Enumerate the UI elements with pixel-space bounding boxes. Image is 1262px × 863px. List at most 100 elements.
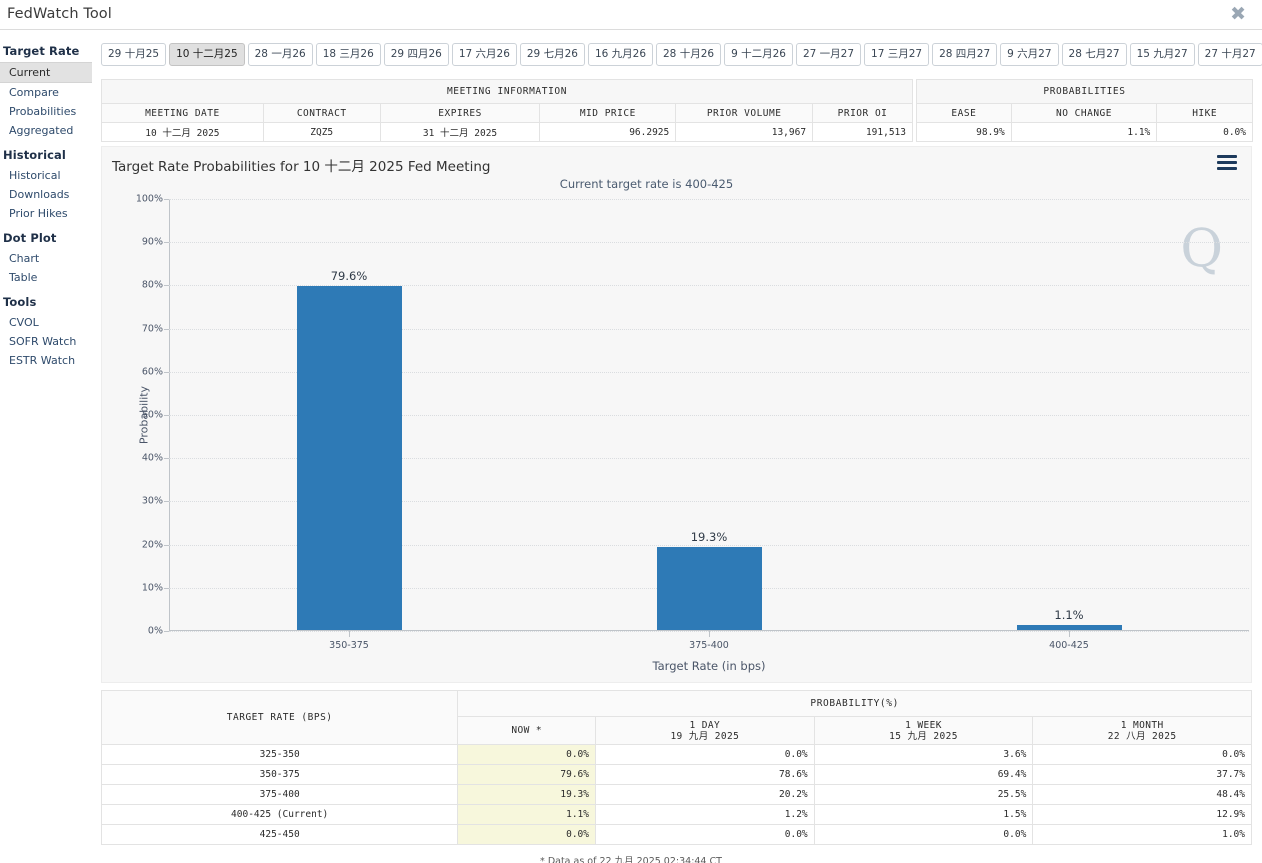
chart-subtitle: Current target rate is 400-425 — [559, 177, 734, 191]
sidebar-item-aggregated[interactable]: Aggregated — [9, 124, 74, 137]
y-tick-label: 0% — [147, 625, 163, 637]
footnote: * Data as of 22 九月 2025 02:34:44 CT — [540, 856, 722, 863]
sidebar-item-historical[interactable]: Historical — [9, 169, 61, 182]
sidebar-heading: Historical — [3, 148, 66, 162]
cell-day: 20.2% — [595, 784, 815, 805]
bar-value-label: 1.1% — [1054, 608, 1084, 623]
tab-meeting-8[interactable]: 28 十月26 — [656, 43, 722, 66]
gridline — [169, 501, 1249, 503]
cell-month: 0.0% — [1032, 744, 1252, 765]
chart-plot-area: Probability Target Rate (in bps) 0% 10% 20… — [136, 194, 1249, 673]
tab-meeting-15[interactable]: 15 九月27 — [1129, 43, 1195, 66]
sidebar-item-chart[interactable]: Chart — [9, 252, 40, 265]
y-tick-mark — [164, 501, 169, 503]
tab-meeting-11[interactable]: 17 三月27 — [864, 43, 930, 66]
bar-value-label: 79.6% — [330, 269, 368, 284]
gridline — [169, 544, 1249, 546]
chart-title: Target Rate Probabilities for 10 十二月 202… — [112, 159, 491, 175]
sidebar-heading: Dot Plot — [3, 231, 57, 245]
x-tick-label: 400-425 — [1049, 640, 1089, 651]
table-row: 425-450 0.0% 0.0% 0.0% 1.0% — [100, 824, 1252, 845]
sidebar-item-prior-hikes[interactable]: Prior Hikes — [9, 207, 68, 220]
y-tick-mark — [164, 458, 169, 460]
y-tick-label: 60% — [141, 366, 163, 378]
tab-meeting-0[interactable]: 29 十月25 — [101, 43, 167, 66]
y-tick-mark — [164, 285, 169, 287]
x-tick-mark — [709, 631, 710, 637]
column-subtitle: 19 九月 2025 — [670, 730, 740, 742]
column-prior-volume: PRIOR VOLUME — [675, 103, 814, 123]
tab-meeting-2[interactable]: 28 一月26 — [247, 43, 313, 66]
tab-meeting-9[interactable]: 9 十二月26 — [724, 43, 793, 66]
sidebar-item-sofr-watch[interactable]: SOFR Watch — [9, 335, 77, 348]
cell-week: 25.5% — [813, 784, 1034, 805]
column-title: 1 MONTH — [1120, 719, 1164, 731]
sidebar-item-probabilities[interactable]: Probabilities — [9, 105, 77, 118]
cell-now: 0.0% — [457, 744, 596, 765]
hamburger-menu-icon[interactable] — [1217, 155, 1237, 170]
cell-target-rate: 375-400 — [100, 784, 459, 805]
gridline — [169, 242, 1249, 244]
column-title: 1 DAY — [689, 719, 721, 731]
sidebar-item-estr-watch[interactable]: ESTR Watch — [9, 354, 76, 367]
column-title: 1 WEEK — [905, 719, 942, 731]
probability-table: TARGET RATE (BPS) PROBABILITY(%) NOW * 1 … — [100, 690, 1252, 845]
sidebar-item-current[interactable]: Current — [0, 62, 92, 83]
chart-bar[interactable]: 19.3% — [656, 530, 762, 630]
tab-meeting-14[interactable]: 28 七月27 — [1061, 43, 1127, 66]
tab-meeting-5[interactable]: 17 六月26 — [451, 43, 517, 66]
sidebar-item-cvol[interactable]: CVOL — [9, 316, 39, 329]
cell-day: 0.0% — [595, 824, 815, 845]
x-tick-mark — [1069, 631, 1070, 637]
sidebar-item-compare[interactable]: Compare — [9, 86, 59, 99]
y-tick-label: 10% — [141, 582, 163, 594]
gridline — [169, 328, 1249, 330]
gridline — [169, 415, 1249, 416]
column-1-month: 1 MONTH 22 八月 2025 — [1032, 716, 1252, 745]
cell-month: 37.7% — [1032, 764, 1252, 785]
column-target-rate-bps: TARGET RATE (BPS) — [100, 690, 459, 745]
tab-meeting-3[interactable]: 18 三月26 — [315, 43, 381, 66]
y-tick-label: 70% — [141, 323, 163, 335]
y-tick-mark — [164, 544, 169, 546]
x-tick-label: 350-375 — [329, 640, 369, 651]
cell-week: 69.4% — [813, 764, 1034, 785]
y-tick-label: 40% — [141, 452, 163, 464]
chart-bar[interactable]: 1.1% — [1016, 608, 1122, 630]
chart-panel: Target Rate Probabilities for 10 十二月 202… — [101, 146, 1252, 683]
column-subtitle: 22 八月 2025 — [1107, 730, 1177, 742]
tab-meeting-6[interactable]: 29 七月26 — [519, 43, 585, 66]
cell-week: 1.5% — [813, 804, 1034, 825]
column-1-day: 1 DAY 19 九月 2025 — [595, 716, 815, 745]
y-tick-mark — [164, 328, 169, 330]
tab-meeting-4[interactable]: 29 四月26 — [383, 43, 449, 66]
tab-meeting-12[interactable]: 28 四月27 — [932, 43, 998, 66]
tab-meeting-10[interactable]: 27 一月27 — [795, 43, 862, 66]
cell-meeting-date: 10 十二月 2025 — [101, 122, 264, 142]
tab-meeting-16[interactable]: 27 十月27 — [1197, 43, 1262, 66]
close-x-icon[interactable]: ✖ — [1230, 3, 1246, 25]
probability-group-header: PROBABILITY(%) — [457, 690, 1252, 717]
chart-bar[interactable]: 79.6% — [296, 269, 402, 630]
y-tick-label: 80% — [141, 279, 163, 291]
tab-meeting-13[interactable]: 9 六月27 — [1000, 43, 1059, 66]
column-1-week: 1 WEEK 15 九月 2025 — [813, 716, 1034, 745]
column-now: NOW * — [457, 716, 596, 745]
cell-now: 19.3% — [457, 784, 596, 805]
column-contract: CONTRACT — [262, 103, 381, 123]
meeting-information-group-header: MEETING INFORMATION — [101, 79, 913, 104]
sidebar-item-downloads[interactable]: Downloads — [9, 188, 70, 201]
cell-ease: 98.9% — [916, 122, 1012, 142]
cell-week: 3.6% — [813, 744, 1034, 765]
y-tick-label: 90% — [141, 236, 163, 248]
cell-day: 1.2% — [595, 804, 815, 825]
y-tick-mark — [164, 371, 169, 373]
tab-meeting-1[interactable]: 10 十二月25 — [169, 43, 245, 66]
table-row: 10 十二月 2025 ZQZ5 31 十二月 2025 96.2925 13,… — [101, 122, 913, 142]
window-titlebar: FedWatch Tool ✖ — [0, 0, 1262, 30]
x-axis-label: Target Rate (in bps) — [652, 659, 766, 673]
sidebar-item-table[interactable]: Table — [9, 271, 38, 284]
tab-meeting-7[interactable]: 16 九月26 — [587, 43, 653, 66]
x-tick-mark — [349, 631, 350, 637]
